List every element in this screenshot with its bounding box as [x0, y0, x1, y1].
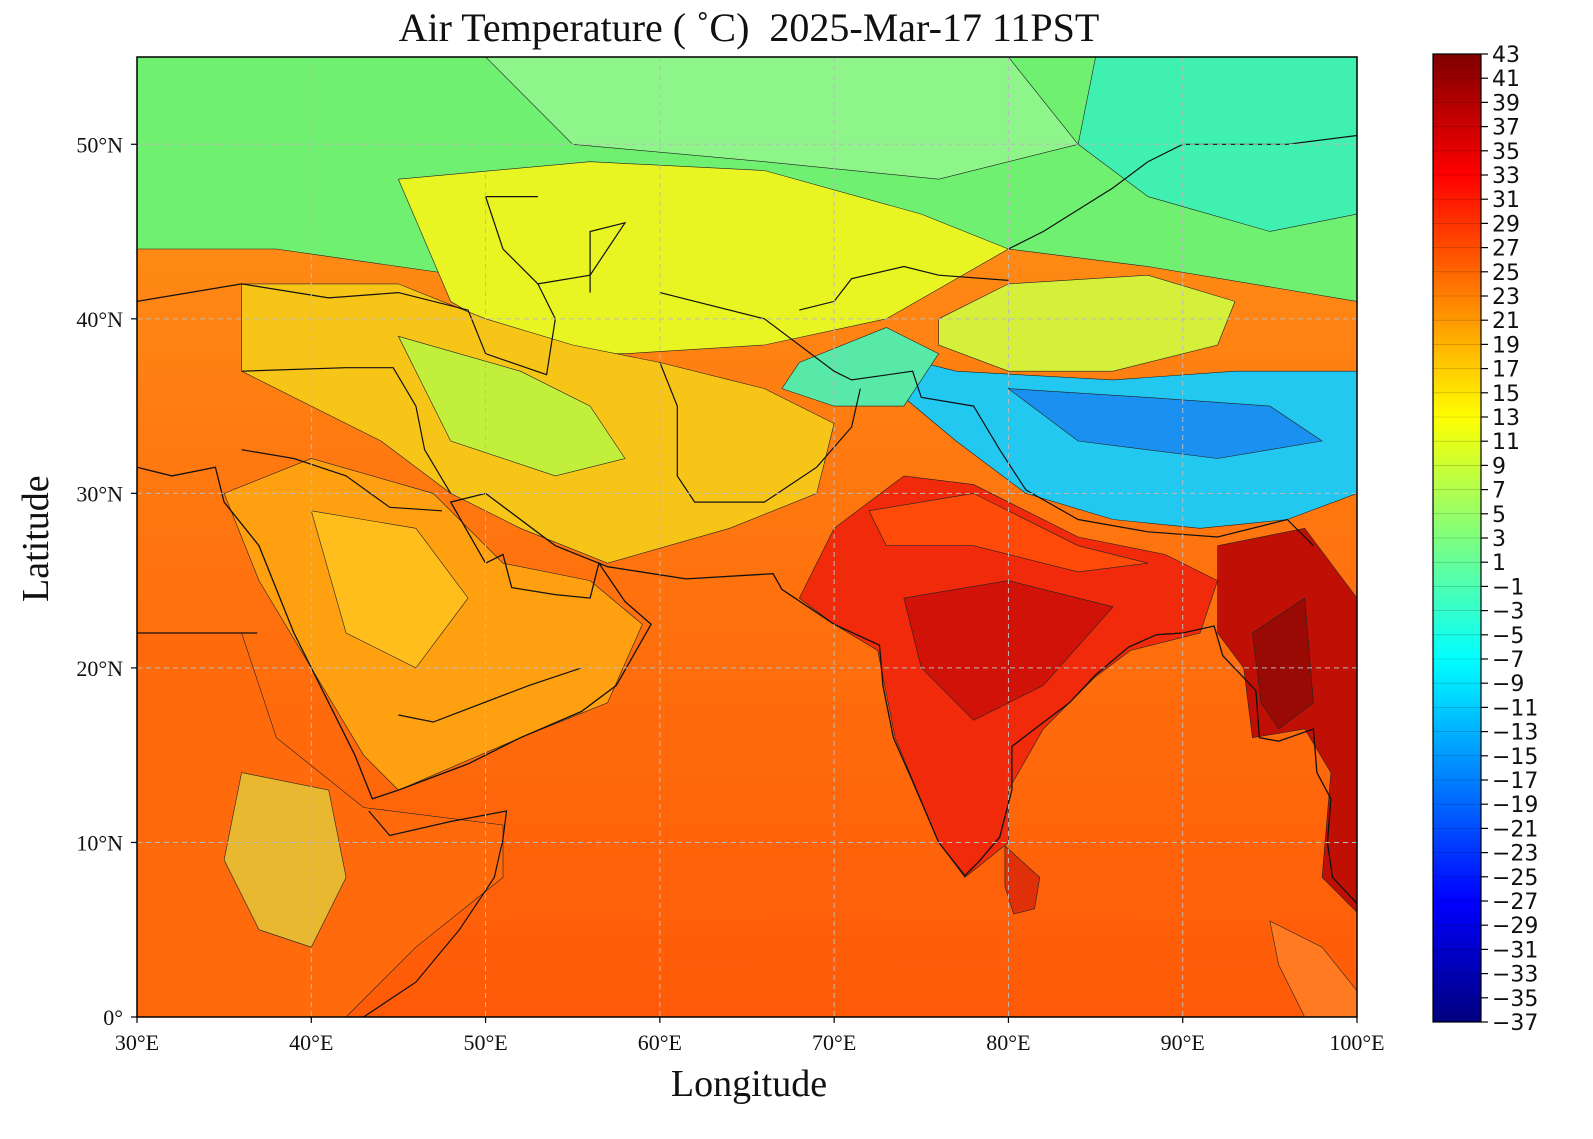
- colorbar-label: 31: [1492, 188, 1520, 213]
- colorbar-label: 33: [1492, 164, 1520, 189]
- colorbar-label: −17: [1492, 769, 1538, 794]
- colorbar-label: −21: [1492, 817, 1538, 842]
- colorbar-label: 21: [1492, 309, 1520, 334]
- tibet-cold-core: [1007, 388, 1323, 459]
- plot-frame: [136, 56, 1358, 1018]
- colorbar-label: 29: [1492, 212, 1520, 237]
- colorbar-label: 27: [1492, 237, 1520, 262]
- colorbar-label: 1: [1492, 551, 1506, 576]
- colorbar-label: −15: [1492, 745, 1538, 770]
- colorbar-label: 43: [1492, 43, 1520, 68]
- colorbar-label: −35: [1492, 987, 1538, 1012]
- y-tick-label: 20°N: [76, 656, 123, 681]
- sumatra-region: [1269, 920, 1357, 1017]
- caspian-coastline: [137, 196, 556, 376]
- colorbar-label: 11: [1492, 430, 1520, 455]
- himalaya-border: [659, 292, 1314, 547]
- colorbar-label: −13: [1492, 721, 1538, 746]
- y-tick-label: 0°: [103, 1005, 123, 1030]
- kyrgyz-border: [799, 265, 1009, 311]
- aral-border: [537, 221, 627, 293]
- colorbar-label: −23: [1492, 842, 1538, 867]
- pamir-region: [781, 327, 940, 407]
- colorbar-label: 19: [1492, 333, 1520, 358]
- x-tick-label: 30°E: [115, 1030, 159, 1055]
- arabia-north-border: [241, 449, 443, 512]
- colorbar-label: 9: [1492, 454, 1506, 479]
- colorbar-label: −25: [1492, 866, 1538, 891]
- irrawaddy-hot-region: [1252, 597, 1314, 730]
- colorbar-label: 15: [1492, 382, 1520, 407]
- colorbar-label: 7: [1492, 479, 1506, 504]
- colorbar-label: 25: [1492, 261, 1520, 286]
- colorbar: 434139373533312927252321191715131197531−…: [1432, 43, 1538, 1036]
- colorbar-label: −11: [1492, 696, 1538, 721]
- colorbar-gradient: [1432, 53, 1482, 1023]
- colorbar-label: −37: [1492, 1011, 1538, 1036]
- iraq-border: [241, 367, 452, 494]
- china-mongolia-border: [1008, 134, 1357, 250]
- colorbar-label: 39: [1492, 91, 1520, 116]
- ethiopian-highland-region: [223, 772, 347, 948]
- x-tick-label: 40°E: [289, 1030, 333, 1055]
- colorbar-label: 23: [1492, 285, 1520, 310]
- colorbar-label: −9: [1492, 672, 1524, 697]
- colorbar-label: −33: [1492, 963, 1538, 988]
- colorbar-label: −27: [1492, 890, 1538, 915]
- y-axis-ticks: 0° 10°N 20°N 30°N 40°N 50°N: [76, 132, 137, 1030]
- colorbar-label: −7: [1492, 648, 1524, 673]
- colorbar-label: 41: [1492, 67, 1520, 92]
- x-axis-ticks: 30°E 40°E 50°E 60°E 70°E 80°E 90°E 100°E: [115, 1017, 1385, 1055]
- colorbar-label: −29: [1492, 914, 1538, 939]
- x-axis-label: Longitude: [670, 1063, 828, 1105]
- y-tick-label: 30°N: [76, 481, 123, 506]
- nejd-plateau-region: [310, 510, 469, 669]
- x-tick-label: 70°E: [812, 1030, 856, 1055]
- zagros-highland-region: [397, 335, 626, 477]
- y-tick-label: 50°N: [76, 132, 123, 157]
- x-tick-label: 50°E: [463, 1030, 507, 1055]
- colorbar-label: 13: [1492, 406, 1520, 431]
- colorbar-label: 37: [1492, 116, 1520, 141]
- x-tick-label: 100°E: [1329, 1030, 1384, 1055]
- main-coastline: [137, 466, 1357, 904]
- x-tick-label: 80°E: [986, 1030, 1030, 1055]
- y-tick-label: 10°N: [76, 830, 123, 855]
- sri-lanka-region: [1004, 845, 1041, 915]
- yemen-border: [398, 667, 582, 723]
- chart-title: Air Temperature ( ˚C) 2025-Mar-17 11PST: [398, 5, 1100, 50]
- map-gridlines: [137, 57, 1357, 1017]
- y-tick-label: 40°N: [76, 307, 123, 332]
- colorbar-label: −1: [1492, 575, 1524, 600]
- colorbar-label: 3: [1492, 527, 1506, 552]
- colorbar-label: −5: [1492, 624, 1524, 649]
- colorbar-label: −19: [1492, 793, 1538, 818]
- colorbar-label: 5: [1492, 503, 1506, 528]
- colorbar-label: −3: [1492, 600, 1524, 625]
- afghanistan-border: [659, 362, 861, 503]
- gangetic-plain-region: [868, 493, 1148, 573]
- horn-africa-coastline: [363, 810, 508, 1017]
- x-tick-label: 90°E: [1161, 1030, 1205, 1055]
- colorbar-label: −31: [1492, 938, 1538, 963]
- tarim-basin-region: [938, 274, 1236, 372]
- colorbar-label: 35: [1492, 140, 1520, 165]
- colorbar-label: 17: [1492, 358, 1520, 383]
- x-tick-label: 60°E: [638, 1030, 682, 1055]
